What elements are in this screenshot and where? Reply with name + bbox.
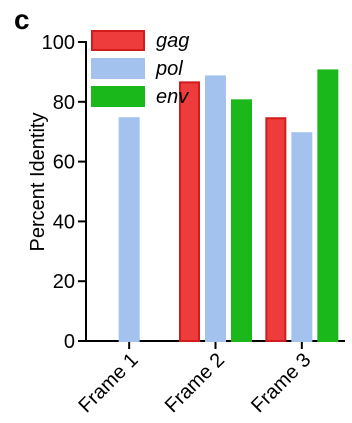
legend-swatch-env [91, 86, 145, 107]
legend-label-pol: pol [155, 58, 183, 80]
bar-gag-frame-2 [179, 81, 200, 343]
y-axis: 0 20 40 60 80 100 [42, 32, 87, 353]
x-axis: Frame 1 Frame 2 Frame 3 [74, 340, 345, 417]
legend-label-gag: gag [156, 30, 189, 52]
x-tick-label: Frame 1 [74, 349, 142, 417]
y-tick-label: 40 [53, 211, 75, 233]
y-tick-label: 60 [53, 152, 75, 174]
bar-pol-frame-1 [118, 117, 140, 343]
legend-swatch-gag [91, 30, 145, 51]
y-axis-label: Percent Identity [27, 113, 49, 252]
bar-env-frame-2 [231, 99, 252, 343]
bar-gag-frame-3 [265, 117, 287, 343]
x-tick-label: Frame 3 [247, 349, 315, 417]
legend-swatch-pol [91, 58, 145, 79]
x-tick-label: Frame 2 [161, 349, 229, 417]
bar-pol-frame-2 [205, 75, 226, 342]
y-tick-label: 100 [42, 32, 75, 54]
legend: gag pol env [91, 30, 189, 108]
y-tick-label: 80 [53, 92, 75, 114]
panel-letter: c [14, 4, 30, 35]
bar-env-frame-3 [317, 69, 339, 342]
y-tick-label: 20 [53, 271, 75, 293]
legend-label-env: env [156, 86, 189, 108]
bars [118, 69, 339, 343]
bar-pol-frame-3 [291, 132, 313, 342]
y-tick-label: 0 [64, 331, 75, 353]
